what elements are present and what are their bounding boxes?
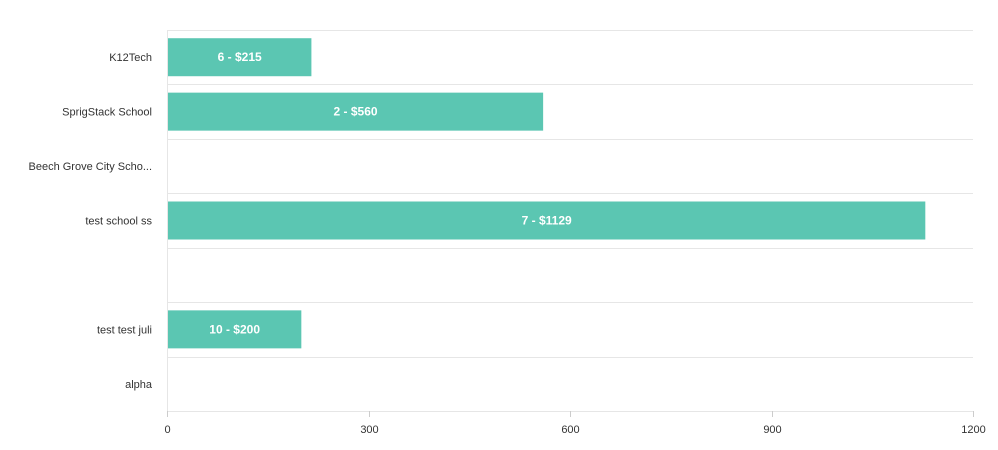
category-label: test school ss — [85, 216, 152, 228]
category-label: Beech Grove City Scho... — [29, 161, 153, 173]
bar — [168, 92, 544, 131]
bar-data-label: 6 - $215 — [218, 50, 262, 64]
x-tick-label: 900 — [763, 424, 781, 436]
label-layer: K12Tech 6 - $215 SprigStack School 2 - $560… — [29, 50, 573, 391]
bar-data-label: 2 - $560 — [334, 105, 378, 119]
category-label: SprigStack School — [62, 107, 152, 119]
grid-layer — [167, 30, 973, 412]
bar — [168, 38, 312, 77]
x-tick-label: 1200 — [961, 424, 985, 436]
bar-layer — [168, 38, 926, 349]
x-tick-label: 0 — [164, 424, 170, 436]
x-tick-label: 300 — [360, 424, 378, 436]
category-label: test test juli — [97, 324, 152, 336]
bar-data-label: 7 - $1129 — [522, 214, 572, 228]
bar — [168, 310, 302, 349]
bar-data-label: 10 - $200 — [209, 322, 260, 336]
bar — [168, 201, 926, 240]
x-tick-label: 600 — [561, 424, 579, 436]
axis-layer: 0 300 600 900 1200 — [164, 30, 986, 436]
category-label: alpha — [125, 379, 153, 391]
category-label: K12Tech — [109, 52, 152, 64]
